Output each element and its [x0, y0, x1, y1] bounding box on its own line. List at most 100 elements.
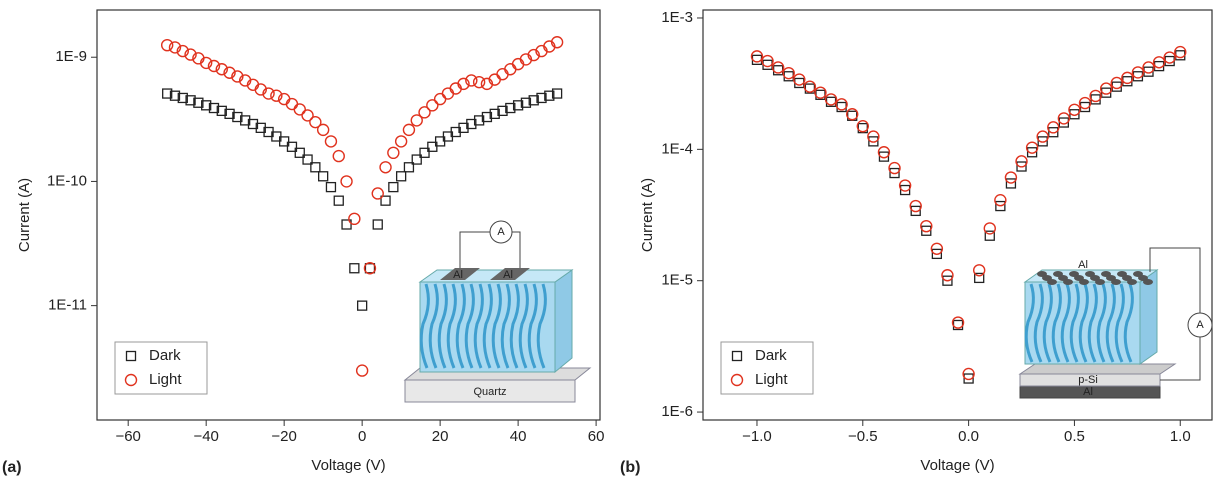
marker	[169, 90, 181, 101]
inset-dot	[1143, 279, 1153, 285]
marker	[761, 54, 774, 68]
marker	[371, 187, 384, 200]
marker	[457, 77, 470, 91]
marker	[983, 222, 996, 235]
marker	[380, 195, 391, 206]
x-tick-label: 60	[588, 428, 605, 445]
marker	[285, 97, 299, 111]
marker	[411, 154, 422, 165]
x-tick-label: 20	[432, 428, 449, 445]
inset-fiber	[455, 283, 466, 369]
marker	[1089, 89, 1102, 103]
inset-fiber	[1114, 283, 1125, 363]
marker	[1069, 109, 1080, 120]
marker	[240, 115, 251, 126]
marker	[348, 212, 361, 226]
marker	[254, 83, 267, 96]
legend-label: Dark	[149, 347, 181, 364]
inset-label: Al	[503, 269, 513, 281]
marker	[504, 63, 517, 76]
inset-fiber	[1024, 283, 1035, 363]
marker	[309, 115, 322, 129]
inset-fiber	[428, 283, 439, 369]
inset-base	[1018, 363, 1177, 375]
marker	[364, 263, 376, 274]
plot-frame	[702, 9, 1213, 421]
marker	[388, 181, 399, 193]
inset-fiber	[509, 283, 520, 369]
inset-block-side	[554, 269, 573, 374]
marker	[1005, 178, 1017, 189]
marker	[941, 269, 954, 282]
marker	[465, 74, 478, 87]
marker	[1164, 55, 1175, 67]
marker	[332, 149, 345, 163]
marker	[160, 38, 174, 52]
x-tick-label: 40	[510, 428, 527, 445]
marker	[333, 195, 344, 206]
inset-dot	[1079, 279, 1089, 285]
marker	[216, 105, 227, 117]
inset-fiber	[1123, 283, 1134, 363]
marker	[878, 151, 890, 162]
inset-fiber	[491, 283, 502, 369]
marker	[379, 161, 392, 174]
marker	[325, 181, 337, 193]
marker	[232, 111, 243, 123]
marker	[814, 86, 827, 99]
inset-label: A	[1196, 319, 1204, 331]
legend-label: Light	[755, 371, 788, 388]
marker	[963, 373, 974, 384]
marker	[962, 367, 975, 381]
marker	[223, 66, 236, 79]
marker	[279, 136, 290, 147]
marker	[1047, 121, 1060, 134]
inset-fiber	[500, 283, 511, 369]
marker	[473, 115, 485, 126]
marker	[750, 50, 764, 63]
marker	[1057, 112, 1071, 125]
marker	[877, 146, 891, 159]
inset-fiber	[419, 283, 430, 369]
panel-label: (b)	[620, 459, 640, 476]
marker	[294, 147, 305, 158]
y-axis-label: Current (A)	[639, 178, 656, 252]
marker	[472, 75, 486, 89]
marker	[387, 146, 400, 160]
inset-dot	[1063, 279, 1073, 285]
x-tick-label: 1.0	[1170, 428, 1191, 445]
y-tick-label: 1E-11	[48, 297, 87, 314]
inset-meter	[489, 220, 513, 244]
y-axis-label: Current (A)	[16, 178, 33, 252]
marker	[224, 108, 235, 120]
marker	[316, 123, 330, 137]
marker	[324, 135, 338, 148]
inset-fiber	[1069, 283, 1080, 363]
legend-marker	[125, 350, 137, 362]
marker	[395, 171, 407, 182]
marker	[215, 63, 228, 76]
marker	[846, 108, 859, 121]
inset-fiber	[1033, 283, 1044, 363]
marker	[199, 56, 213, 70]
marker	[856, 120, 869, 133]
inset-label: Al	[453, 269, 463, 281]
marker	[1174, 45, 1187, 59]
marker	[489, 108, 500, 120]
marker	[1026, 147, 1038, 158]
inset-fiber	[1051, 283, 1062, 363]
marker	[466, 118, 477, 130]
marker	[1152, 56, 1166, 69]
inset-wire	[459, 231, 490, 268]
marker	[794, 77, 805, 89]
marker	[231, 70, 244, 83]
marker	[930, 242, 944, 255]
inset-fiber	[437, 283, 448, 369]
inset-fiber	[1078, 283, 1089, 363]
marker	[868, 136, 879, 147]
marker	[341, 219, 352, 230]
marker	[193, 97, 204, 108]
marker	[270, 89, 283, 102]
x-tick-label: −60	[115, 428, 140, 445]
inset-wire	[512, 231, 521, 268]
